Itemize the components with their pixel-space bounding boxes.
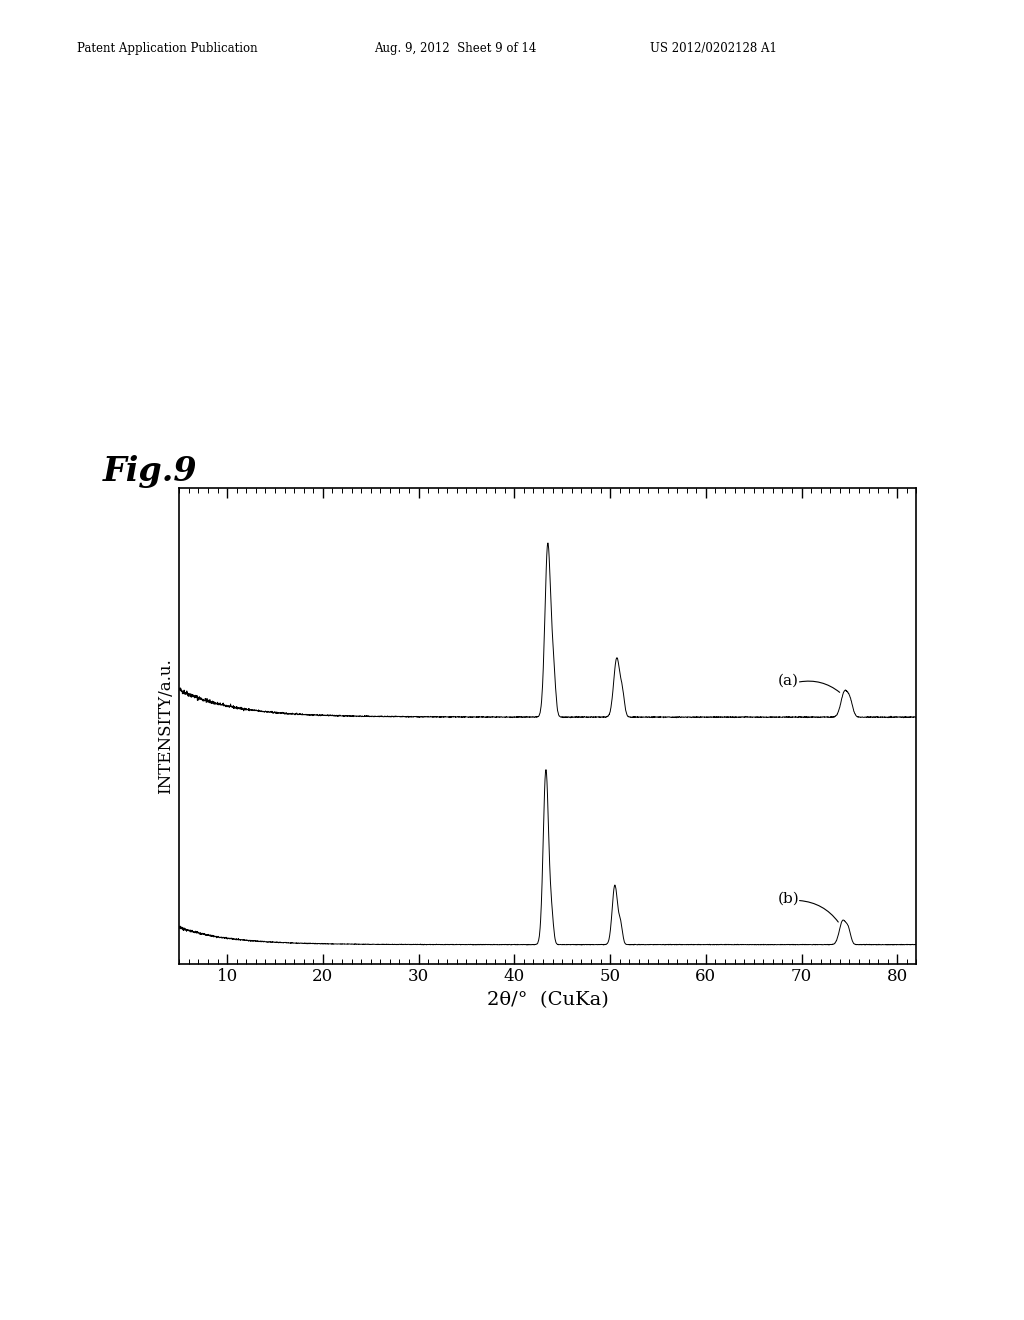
Text: (a): (a) <box>777 673 799 688</box>
Text: US 2012/0202128 A1: US 2012/0202128 A1 <box>650 42 777 55</box>
X-axis label: 2θ/°  (CuKa): 2θ/° (CuKa) <box>487 991 608 1008</box>
Text: Fig.9: Fig.9 <box>102 455 197 488</box>
Text: (b): (b) <box>777 891 800 906</box>
Y-axis label: INTENSITY/a.u.: INTENSITY/a.u. <box>157 659 174 793</box>
Text: Patent Application Publication: Patent Application Publication <box>77 42 257 55</box>
Text: Aug. 9, 2012  Sheet 9 of 14: Aug. 9, 2012 Sheet 9 of 14 <box>374 42 537 55</box>
